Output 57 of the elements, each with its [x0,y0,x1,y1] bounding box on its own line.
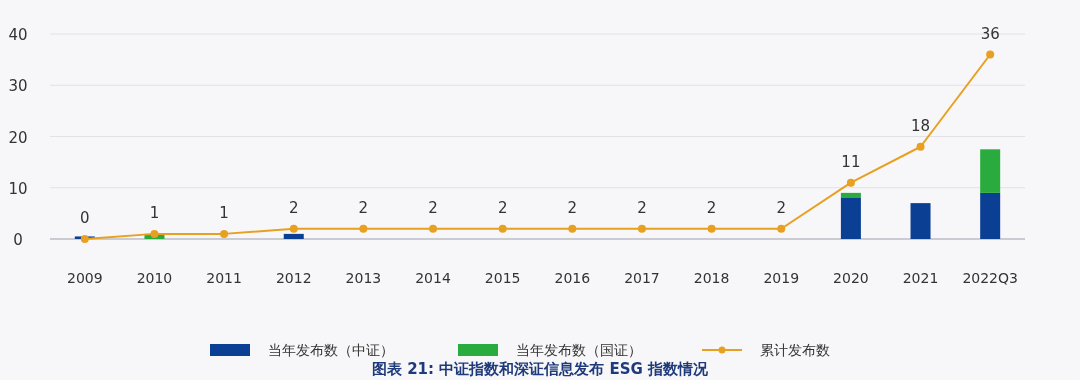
point [220,229,229,238]
data-label: 0 [80,209,90,227]
legend-label: 当年发布数（国证） [516,342,642,358]
text: 图表 21: 中证指数和深证信息发布 ESG 指数情况 [371,360,710,378]
x-tick-label: 2010 [136,270,173,286]
legend-label: 累计发布数 [760,342,830,358]
data-label: 2 [358,198,369,217]
data-label: 18 [910,116,931,135]
data-label: 2 [497,198,508,217]
y-tick-label: 40 [8,26,28,44]
bar [840,192,861,198]
x-tick-label: 2012 [275,270,312,286]
point [429,224,438,233]
x-tick-label: 2009 [67,270,103,286]
data-label: 2 [776,198,787,217]
x-tick-label: 2017 [624,270,660,286]
y-tick-label: 10 [8,179,28,198]
bar [980,192,1001,239]
x-tick-label: 2021 [902,270,939,286]
x-tick-label: 2013 [345,270,382,286]
y-tick-label: 30 [8,77,28,96]
bar [840,198,861,239]
bar [980,149,1001,193]
point [359,224,368,233]
data-label: 2 [428,198,438,217]
legend-label: 当年发布数（中证） [268,342,394,358]
x-tick-label: 2016 [554,270,591,286]
point [568,224,577,233]
data-label: 2 [567,198,578,217]
data-label: 36 [980,24,1000,43]
data-label: 2 [706,198,717,217]
point [986,50,995,59]
y-tick-label: 20 [8,128,28,147]
data-label: 1 [219,203,229,222]
data-label: 2 [637,198,647,217]
data-label: 2 [288,198,299,217]
point [637,224,646,233]
x-tick-label: 2018 [693,270,730,286]
data-label: 11 [841,152,861,171]
y-tick-label: 0 [13,231,23,249]
point [150,229,159,238]
data-label: 1 [149,203,160,222]
x-tick-label: 2019 [763,270,800,286]
bar [910,203,931,239]
x-tick-label: 2014 [415,270,451,286]
point [777,224,786,233]
point [846,178,855,187]
x-tick-label: 2015 [484,270,521,286]
x-tick-label: 2020 [833,270,869,286]
x-tick-label: 2011 [206,270,242,286]
point [916,142,925,151]
point [289,224,298,233]
bar [283,233,304,239]
point [707,224,716,233]
point [498,224,507,233]
x-tick-label: 2022Q3 [962,270,1018,286]
point [80,235,89,243]
